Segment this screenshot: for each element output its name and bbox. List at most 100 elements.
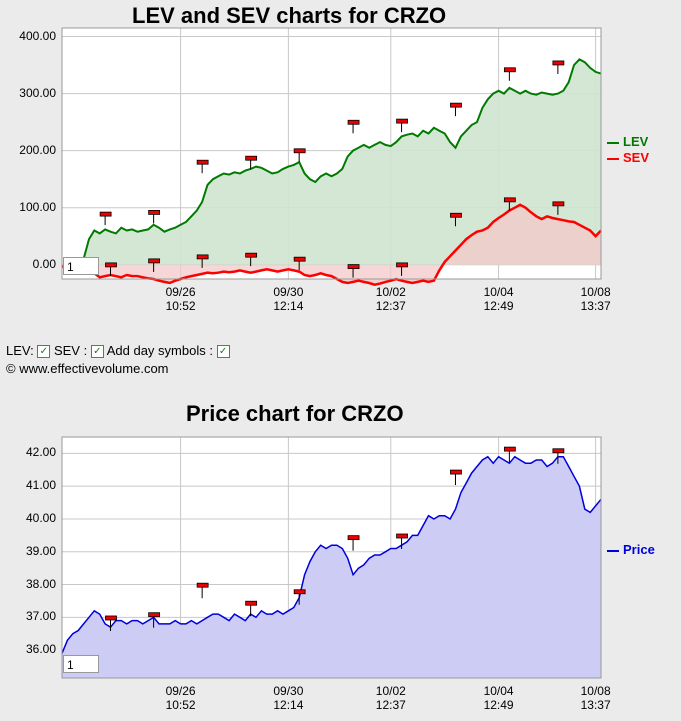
y-tick-label: 40.00 (25, 510, 56, 525)
day-marker (293, 256, 306, 271)
day-marker (245, 600, 258, 617)
day-marker-flag (396, 118, 408, 124)
day-marker-flag (450, 212, 462, 218)
day-marker-flag (347, 119, 360, 125)
day-marker-flag (347, 264, 360, 269)
x-tick-date: 09/26 (165, 684, 196, 698)
x-tick-time: 10:52 (165, 299, 196, 313)
day-marker (196, 159, 209, 174)
legend-lev-swatch (607, 141, 619, 144)
x-tick-date: 10/08 (580, 684, 611, 698)
day-marker-flag (503, 67, 516, 73)
y-tick-label: 36.00 (25, 642, 56, 657)
price-line (61, 455, 602, 654)
day-marker (450, 212, 462, 227)
day-marker-flag (293, 148, 306, 154)
x-tick-label: 09/30 12:14 (258, 684, 318, 712)
day-marker (503, 67, 516, 81)
x-tick-date: 09/30 (273, 285, 304, 299)
day-marker-flag (105, 615, 117, 621)
y-tick-label: 38.00 (25, 576, 56, 591)
day-marker (99, 211, 112, 226)
y-tick-label: 39.00 (25, 543, 56, 558)
copyright: © www.effectivevolume.com (6, 361, 169, 376)
day-marker (503, 446, 516, 463)
lev-area (62, 59, 601, 274)
legend-lev: LEV (607, 134, 648, 149)
chart1-title: LEV and SEV charts for CRZO (132, 3, 447, 28)
day-marker-flag (552, 60, 565, 66)
day-marker (552, 448, 565, 464)
x-tick-time: 12:37 (375, 299, 406, 313)
x-tick-label: 10/08 13:37 (566, 285, 626, 313)
legend-sev-label: SEV (623, 150, 650, 165)
day-marker (396, 262, 408, 276)
y-tick-label: 37.00 (25, 609, 56, 624)
legend-price-label: Price (623, 542, 655, 557)
y-tick-label: 400.00 (19, 28, 56, 43)
day-symbols-label: Add day symbols : (106, 343, 213, 358)
x-tick-date: 10/02 (375, 285, 406, 299)
day-marker (503, 197, 516, 211)
y-tick-label: 42.00 (25, 445, 56, 460)
day-marker-flag (148, 258, 161, 264)
day-marker (148, 258, 161, 272)
day-marker (347, 119, 360, 134)
day-marker (196, 254, 209, 268)
legend-sev: SEV (607, 150, 649, 165)
day-marker-flag (503, 446, 516, 452)
y-tick-label: 200.00 (19, 142, 56, 157)
chart2-title: Price chart for CRZO (186, 401, 404, 426)
day-marker-flag (396, 533, 408, 539)
day-marker-flag (503, 197, 516, 203)
day-marker-flag (450, 102, 462, 108)
day-marker-flag (552, 201, 565, 207)
day-marker-flag (148, 209, 161, 215)
day-marker (552, 201, 565, 215)
x-tick-label: 09/26 10:52 (151, 684, 211, 712)
lev-checkbox[interactable]: ✓ (37, 345, 51, 359)
sev-checkbox[interactable]: ✓ (90, 345, 104, 359)
day-symbols-checkbox[interactable]: ✓ (216, 345, 230, 359)
y-tick-label: 0.00 (32, 256, 56, 271)
day-marker-flag (245, 600, 258, 606)
lev-sev-chart (61, 27, 602, 286)
x-tick-date: 09/30 (273, 684, 304, 698)
x-tick-label: 10/02 12:37 (361, 285, 421, 313)
plot-border (61, 27, 602, 280)
day-marker (148, 612, 161, 628)
x-tick-time: 10:52 (165, 698, 196, 712)
day-marker-flag (105, 262, 117, 268)
day-marker (293, 148, 306, 162)
y-tick-label: 41.00 (25, 478, 56, 493)
day-marker-flag (293, 589, 306, 595)
day-marker (347, 264, 360, 278)
day-marker (105, 615, 117, 631)
legend-price-swatch (607, 549, 619, 552)
lev-line (61, 58, 602, 275)
day-marker (105, 262, 117, 276)
x-tick-date: 10/04 (483, 684, 514, 698)
day-marker-flag (293, 256, 306, 262)
day-marker-flag (450, 469, 462, 475)
chart1-value-box[interactable]: 1 (63, 257, 99, 275)
x-tick-time: 13:37 (580, 299, 611, 313)
x-tick-label: 09/30 12:14 (258, 285, 318, 313)
chart2-value-box[interactable]: 1 (63, 655, 99, 673)
x-tick-label: 10/02 12:37 (361, 684, 421, 712)
day-marker (245, 252, 258, 267)
day-marker (396, 118, 408, 133)
x-tick-date: 09/26 (165, 285, 196, 299)
price-area (62, 456, 601, 678)
sev-area (62, 204, 601, 285)
lev-toggle-label: LEV: (6, 343, 34, 358)
x-tick-date: 10/02 (375, 684, 406, 698)
day-marker-flag (196, 254, 209, 260)
x-tick-time: 12:14 (273, 698, 304, 712)
day-marker (148, 209, 161, 224)
day-marker (450, 469, 462, 486)
legend-price: Price (607, 542, 655, 557)
x-tick-label: 10/04 12:49 (469, 285, 529, 313)
x-tick-label: 09/26 10:52 (151, 285, 211, 313)
